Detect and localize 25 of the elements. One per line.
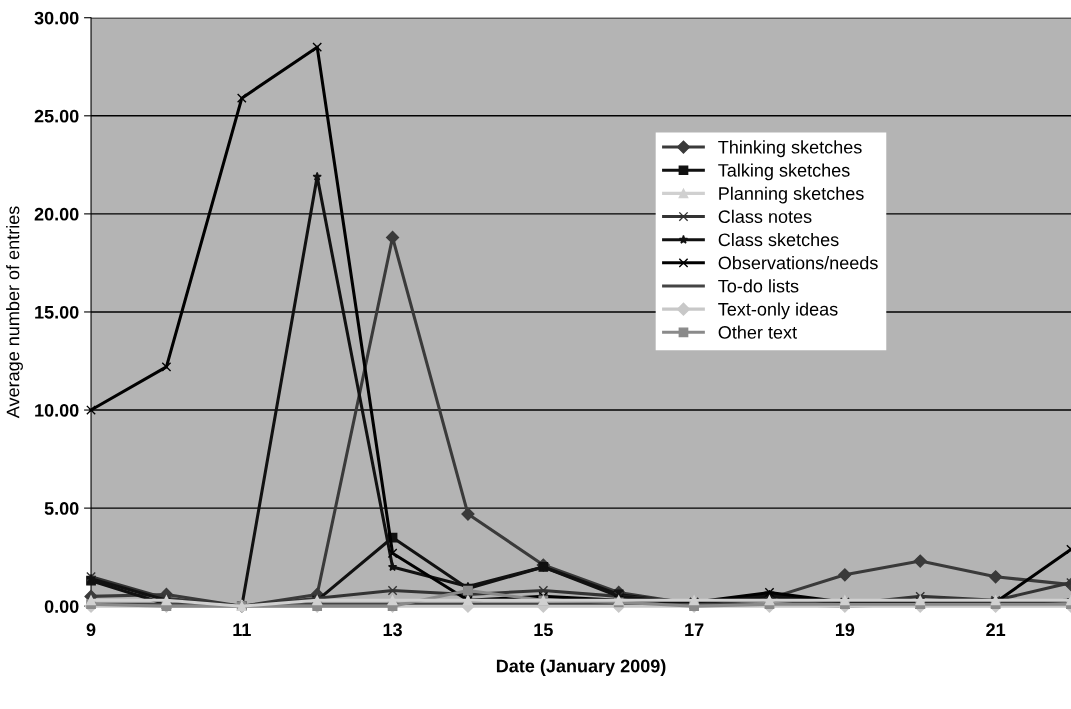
y-tick-label: 0.00	[44, 600, 79, 613]
legend-label: Class sketches	[718, 232, 839, 247]
legend-label: Other text	[718, 325, 797, 339]
y-tick-label: 5.00	[44, 502, 79, 515]
y-tick-label: 10.00	[35, 403, 79, 417]
x-tick-label: 21	[986, 623, 1006, 636]
y-axis-title: Average number of entries	[6, 206, 23, 419]
legend-label: Text-only ideas	[718, 302, 838, 320]
legend-label: Class notes	[718, 209, 812, 224]
x-tick-label: 11	[233, 623, 251, 636]
x-tick-label: 13	[383, 623, 402, 637]
legend-label: To-do lists	[718, 279, 799, 293]
x-tick-label: 17	[685, 623, 704, 636]
legend-label: Thinking sketches	[718, 140, 862, 158]
legend-label: Observations/needs	[718, 256, 878, 270]
y-tick-label: 15.00	[35, 305, 79, 319]
y-tick-label: 20.00	[34, 207, 79, 221]
x-axis-title: Date (January 2009)	[496, 659, 666, 676]
y-tick-label: 30.00	[34, 11, 79, 25]
x-tick-label: 15	[534, 623, 553, 637]
legend-label: Talking sketches	[718, 163, 850, 181]
y-tick-label: 25.00	[34, 109, 79, 123]
legend-label: Planning sketches	[719, 186, 864, 204]
x-tick-label: 9	[86, 623, 96, 637]
x-tick-label: 19	[835, 623, 855, 637]
